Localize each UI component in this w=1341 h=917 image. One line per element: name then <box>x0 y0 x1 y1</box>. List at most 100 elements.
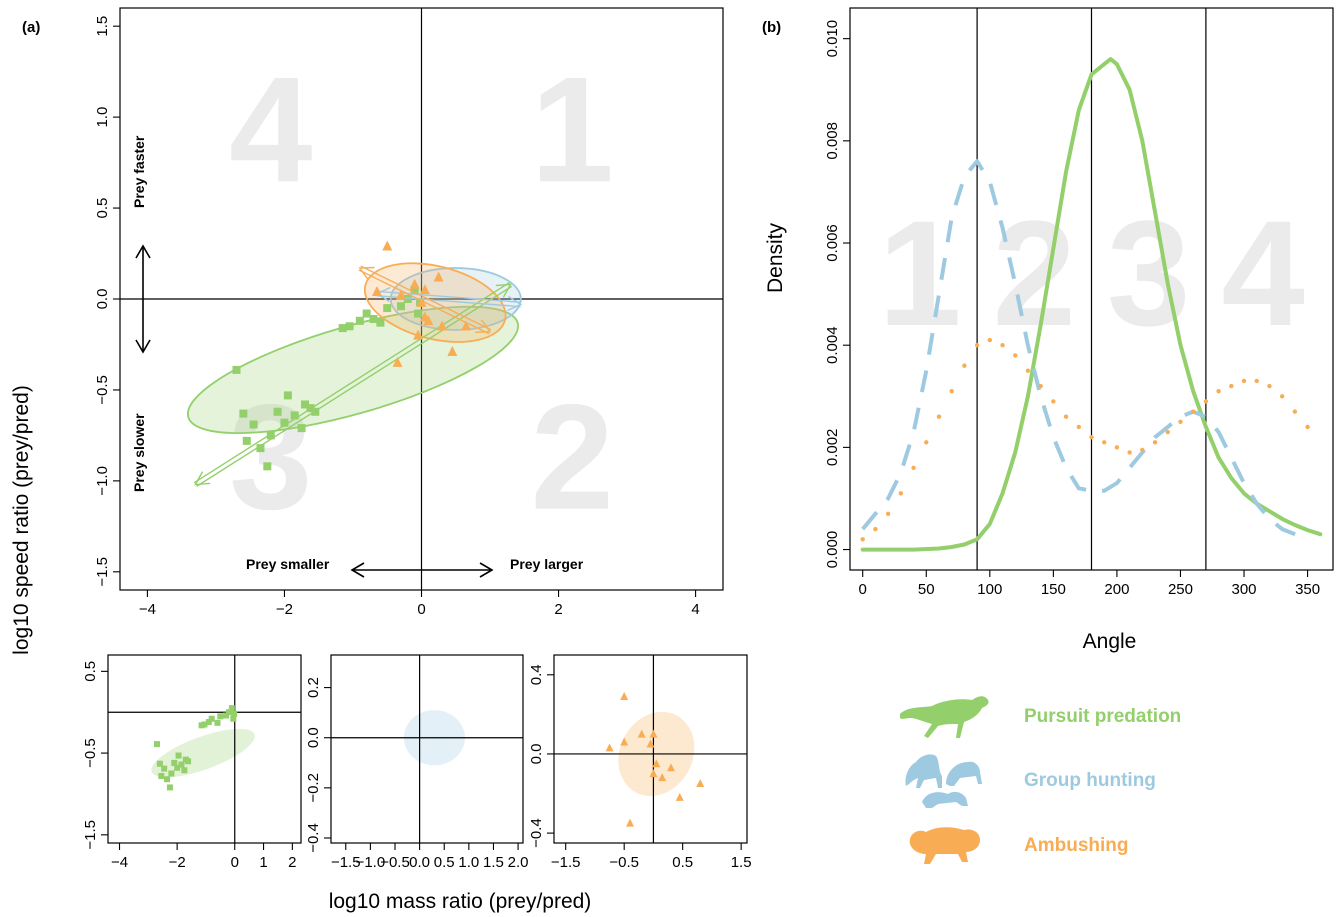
data-point <box>382 240 393 251</box>
plot-frame <box>330 654 524 844</box>
y-tick-label: 0.010 <box>824 20 841 58</box>
density-panel: 1 2 3 40 50 100 150 200 250 300 3500.0000.0020.004… <box>764 7 1334 653</box>
data-point <box>297 424 306 433</box>
x-tick-label: −1.5 <box>331 854 361 871</box>
y-tick-label: −0.5 <box>82 738 99 768</box>
x-tick-label: −1.5 <box>551 854 581 871</box>
x-tick-label: −2 <box>276 601 293 618</box>
data-point <box>164 776 171 783</box>
arrow-shaft <box>193 282 510 484</box>
data-point <box>666 763 675 772</box>
x-tick-label: 300 <box>1232 581 1257 598</box>
data-point <box>168 770 175 777</box>
data-point <box>383 304 392 313</box>
data-point <box>416 296 427 307</box>
x-tick-label: 2.0 <box>508 854 529 871</box>
data-point <box>652 759 661 768</box>
data-point <box>232 365 241 374</box>
data-point <box>239 409 248 418</box>
x-tick-label: −0.5 <box>380 854 410 871</box>
quadrant-number: 2 <box>993 189 1076 357</box>
data-point <box>228 705 235 712</box>
data-point <box>223 712 230 719</box>
quadrant-number: 4 <box>1221 189 1304 357</box>
data-point <box>433 271 444 282</box>
x-tick-label: 4 <box>691 601 699 618</box>
data-point <box>290 411 299 420</box>
data-point <box>158 772 165 779</box>
speed-double-arrow <box>135 244 151 354</box>
y-tick-label: −0.4 <box>528 818 545 848</box>
x-tick-label: 1.5 <box>483 854 504 871</box>
ambush-density-point <box>1038 383 1043 389</box>
x-tick-label: 0 <box>859 581 867 598</box>
ambush-density-point <box>911 465 916 471</box>
y-tick-label: 0.0 <box>305 727 322 748</box>
data-point <box>181 767 188 774</box>
quadrant-number: 2 <box>531 373 614 541</box>
data-point <box>605 743 614 752</box>
ambush-density-point <box>1203 399 1209 404</box>
x-tick-label: 0 <box>417 601 425 618</box>
data-point <box>338 324 347 333</box>
x-tick-label: 1.5 <box>731 854 752 871</box>
ambush-density-point <box>873 526 878 532</box>
density-y-label: Density <box>764 222 787 293</box>
ambush-arrow <box>358 265 492 335</box>
ambush-density-point <box>898 491 904 496</box>
data-point <box>355 316 364 325</box>
y-tick-label: 1.0 <box>94 107 111 128</box>
x-tick-label: 2 <box>554 601 562 618</box>
data-point <box>174 764 181 771</box>
group-density-line <box>861 159 1309 542</box>
ambush-density-point <box>1229 383 1234 389</box>
data-point <box>637 729 646 738</box>
x-tick-label: −2 <box>169 854 186 871</box>
x-tick-label: 1 <box>259 854 267 871</box>
x-tick-label: 50 <box>918 581 935 598</box>
ambush-density-point <box>1254 378 1259 384</box>
ambush-density-point <box>1216 388 1221 394</box>
arrow-head <box>358 266 375 281</box>
ambush-density-point <box>1305 424 1310 430</box>
data-point <box>413 329 424 340</box>
data-point <box>620 737 629 746</box>
data-point <box>263 462 272 471</box>
data-point <box>658 773 667 782</box>
tiger-icon <box>909 827 980 864</box>
y-tick-label: 0.006 <box>824 224 841 262</box>
x-tick-label: 150 <box>1041 581 1066 598</box>
data-point <box>409 278 420 289</box>
lion-pride-icon <box>905 754 982 808</box>
annotation-prey-smaller: Prey smaller <box>246 556 330 572</box>
data-point <box>461 320 472 331</box>
ambush-density-point <box>1102 440 1107 445</box>
data-point <box>256 444 265 453</box>
y-tick-label: −1.5 <box>94 557 111 587</box>
data-point <box>156 760 163 767</box>
x-tick-label: 200 <box>1104 581 1129 598</box>
arrow-shaft <box>358 269 490 335</box>
ambush-density-point <box>1190 409 1196 414</box>
group-ellipse <box>389 267 522 331</box>
y-tick-label: 0.004 <box>824 326 841 364</box>
ambush-density-point <box>1178 419 1183 425</box>
data-point <box>249 420 258 429</box>
legend-group-label: Group hunting <box>1024 770 1156 791</box>
legend: Pursuit predation Group hunting Ambushin… <box>900 696 1181 864</box>
data-point <box>362 309 371 318</box>
plot-frame <box>849 7 1334 571</box>
ambush-density-point <box>1013 353 1018 358</box>
data-point <box>419 284 430 295</box>
panel-label-a: (a) <box>22 19 40 36</box>
ambush-density-point <box>1114 445 1120 450</box>
x-tick-label: 0.5 <box>672 854 693 871</box>
data-point <box>423 315 434 326</box>
y-tick-label: −1.5 <box>82 820 99 850</box>
plot-frame <box>553 654 748 844</box>
x-tick-label: 0.0 <box>409 854 430 871</box>
ambush-density-point <box>1241 378 1247 384</box>
ambush-density-point <box>974 343 980 348</box>
ambush-density-point <box>1165 429 1170 435</box>
